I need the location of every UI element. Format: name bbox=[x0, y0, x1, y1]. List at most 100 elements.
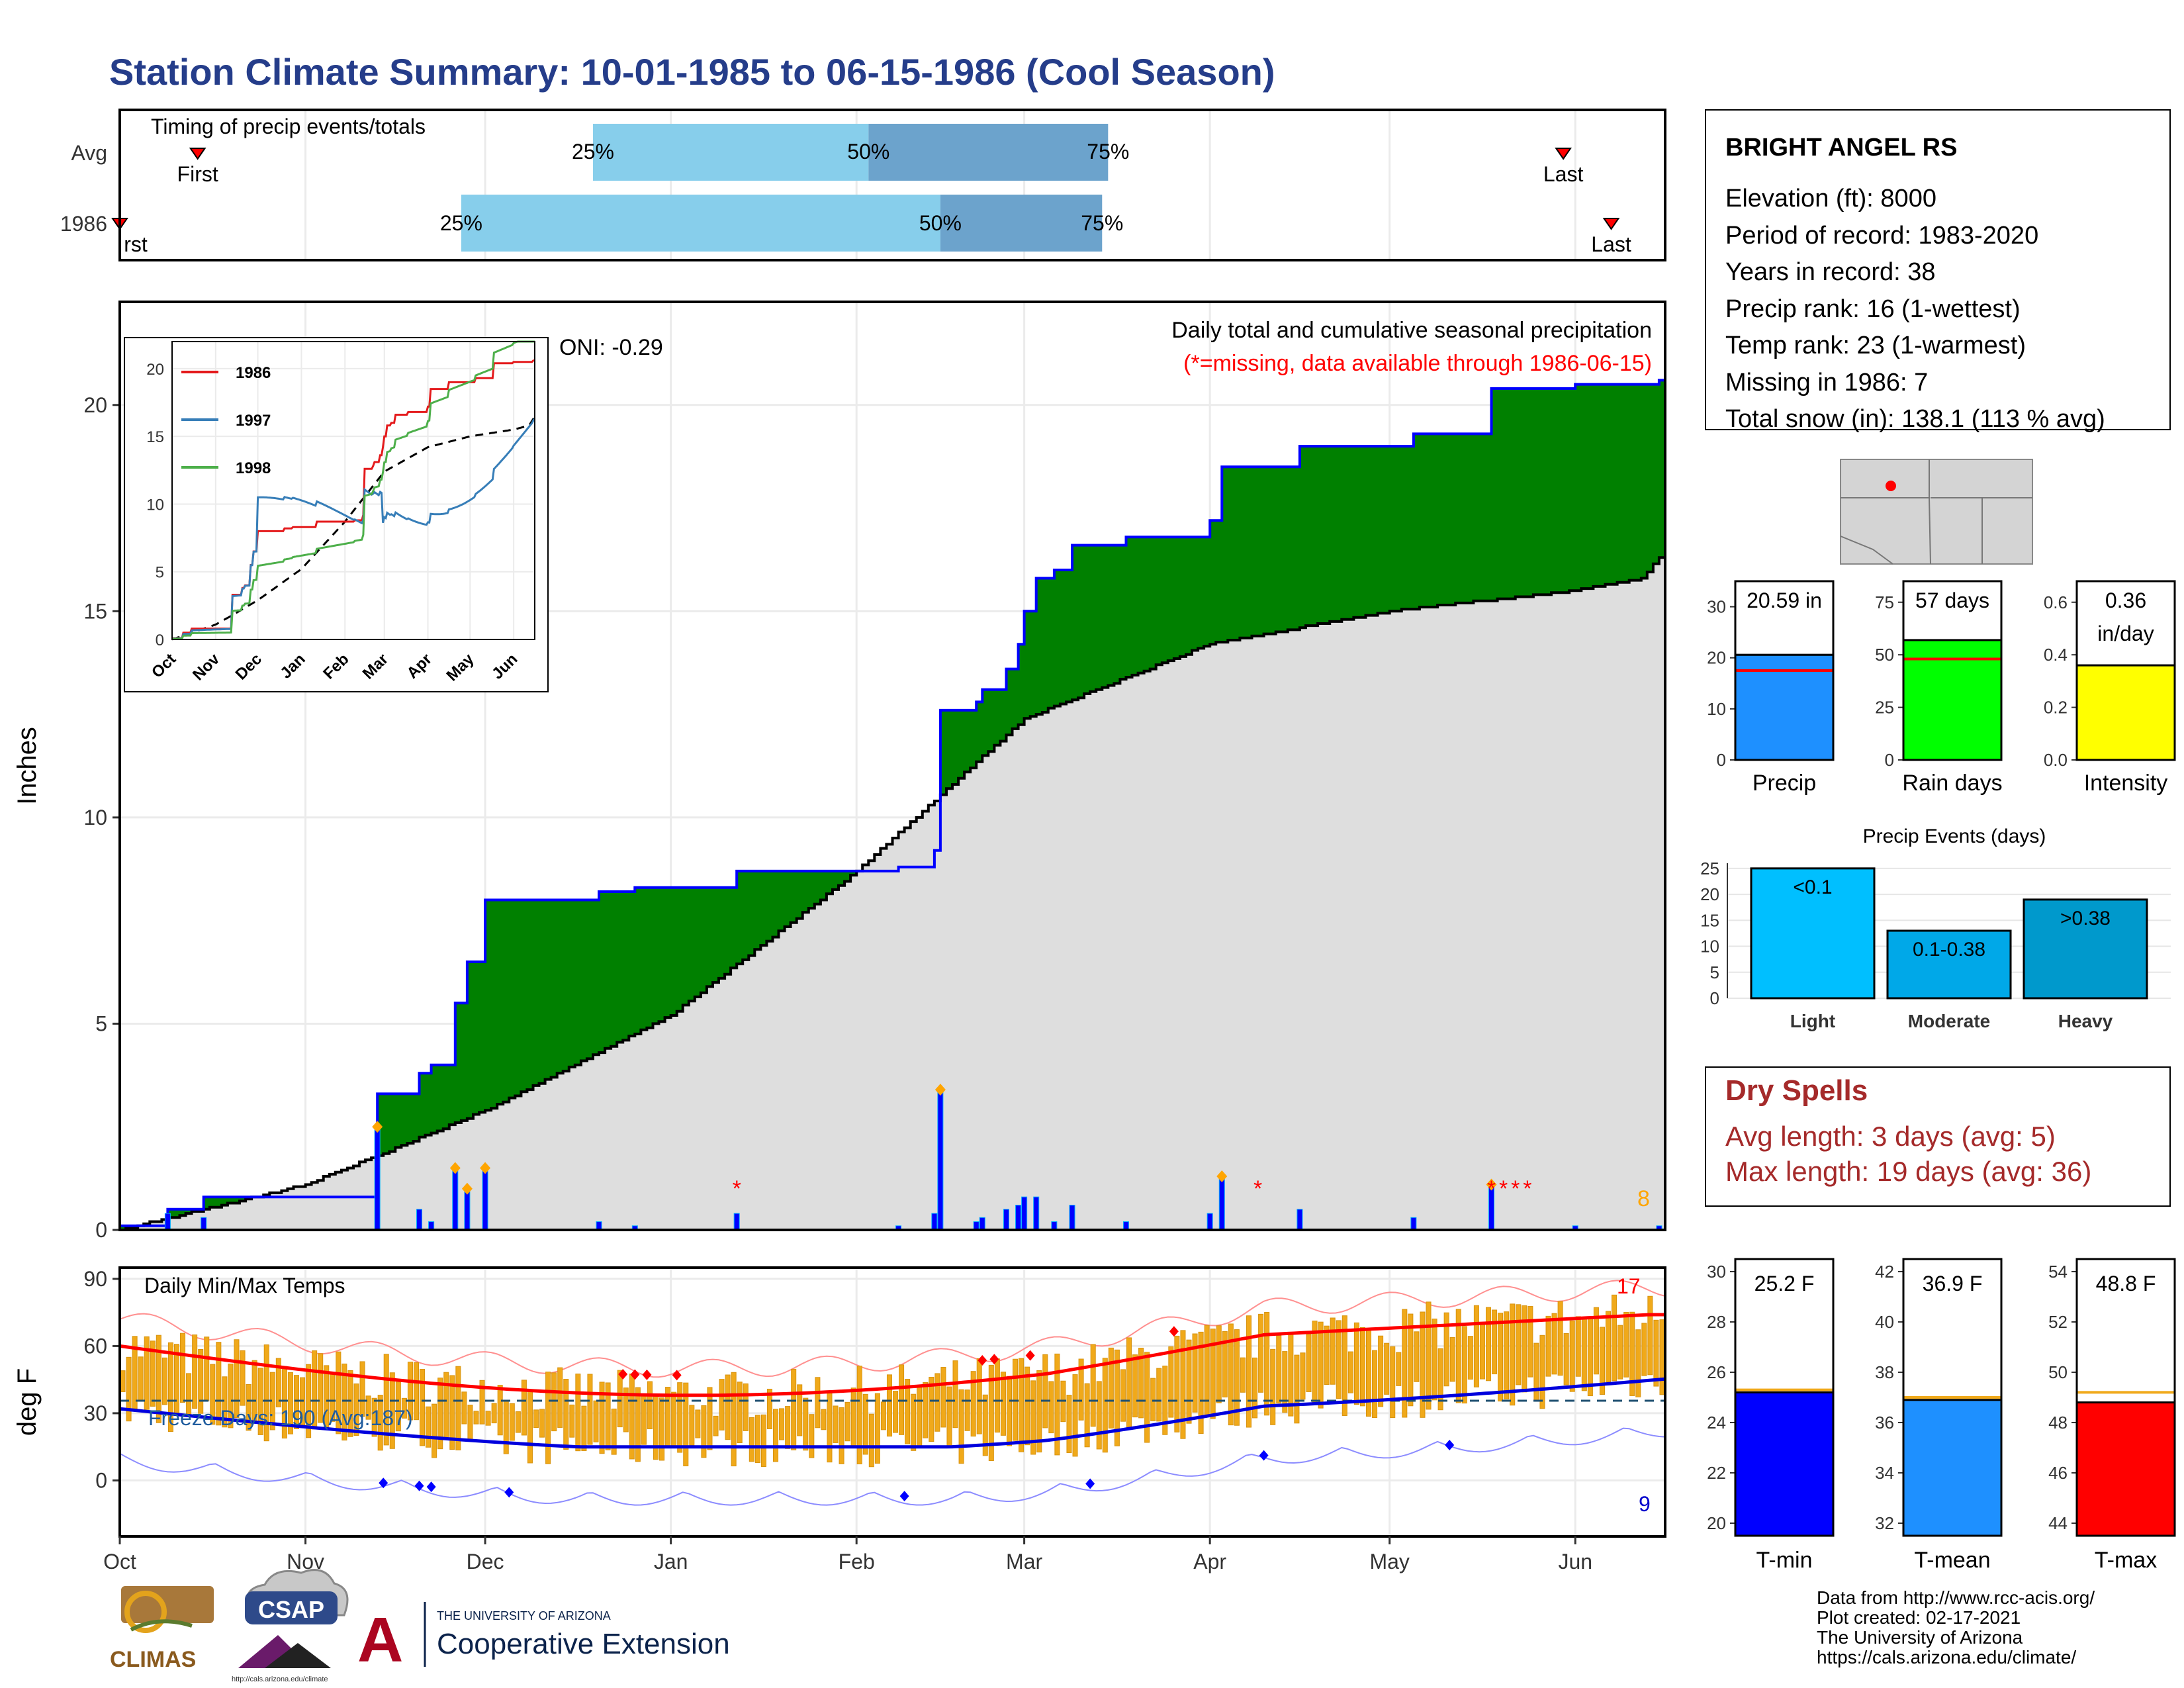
daily-temp-bar bbox=[647, 1381, 653, 1430]
daily-temp-bar bbox=[994, 1358, 1000, 1433]
temp-summary-tick-label: 54 bbox=[2048, 1262, 2068, 1282]
daily-temp-bar bbox=[917, 1385, 923, 1448]
station-location-marker bbox=[1886, 481, 1896, 491]
temp-summary-value: 36.9 F bbox=[1923, 1272, 1983, 1295]
temp-summary-value: 48.8 F bbox=[2096, 1272, 2156, 1295]
daily-temp-bar bbox=[749, 1417, 754, 1462]
summary-bar-tick-label: 10 bbox=[1707, 699, 1726, 719]
timing-first-marker bbox=[189, 148, 206, 160]
precip-daily-bar bbox=[374, 1126, 381, 1231]
daily-temp-bar bbox=[1504, 1311, 1510, 1400]
daily-temp-bar bbox=[1126, 1337, 1132, 1428]
inset-ytick-label: 10 bbox=[146, 496, 164, 514]
daily-temp-bar bbox=[192, 1335, 198, 1409]
daily-temp-bar bbox=[426, 1406, 432, 1448]
daily-temp-bar bbox=[377, 1395, 383, 1451]
timing-q1-avg bbox=[592, 124, 869, 181]
daily-temp-bar bbox=[1186, 1339, 1192, 1424]
daily-temp-bar bbox=[772, 1409, 779, 1462]
temp-summary-tick-label: 38 bbox=[1875, 1362, 1894, 1382]
tmin-average-line bbox=[119, 1377, 1666, 1449]
daily-temp-bar bbox=[1365, 1329, 1372, 1417]
precip-daily-bar bbox=[164, 1213, 171, 1231]
inset-ytick-label: 20 bbox=[146, 361, 164, 379]
precip-daily-bar bbox=[1206, 1213, 1213, 1231]
precip-daily-bar bbox=[733, 1213, 740, 1231]
precip-daily-bar bbox=[464, 1188, 471, 1231]
timing-panel: 25% 50% 75% First Last 25% 50% 75% rst Last Timin… bbox=[60, 109, 1666, 261]
station-name: BRIGHT ANGEL RS bbox=[1725, 134, 1957, 162]
daily-temp-bar bbox=[683, 1382, 689, 1467]
summary-bar-tick-label: 0 bbox=[1717, 750, 1726, 770]
daily-temp-bar bbox=[557, 1367, 563, 1428]
temp-summary-frame bbox=[1734, 1258, 1835, 1537]
month-label: Jan bbox=[654, 1550, 688, 1573]
events-bar-label: <0.1 bbox=[1793, 876, 1832, 898]
daily-temp-bar bbox=[1222, 1331, 1228, 1397]
daily-temp-bar bbox=[1372, 1350, 1378, 1419]
inset-series-line bbox=[172, 359, 535, 639]
daily-temp-bar bbox=[1030, 1380, 1036, 1455]
precip-daily-bar bbox=[416, 1209, 423, 1231]
events-title: Precip Events (days) bbox=[1863, 825, 2046, 847]
credit-institution: The University of Arizona bbox=[1817, 1627, 2023, 1648]
daily-temp-bar bbox=[1599, 1327, 1605, 1395]
daily-temp-bar bbox=[521, 1380, 527, 1436]
precip-snow-marker bbox=[461, 1182, 473, 1195]
timing-last-marker bbox=[1602, 218, 1620, 230]
daily-temp-bar bbox=[407, 1362, 413, 1421]
daily-temp-bar bbox=[1617, 1325, 1623, 1380]
daily-temp-bar bbox=[515, 1411, 521, 1433]
daily-temp-bar bbox=[1575, 1316, 1581, 1377]
daily-temp-bar bbox=[821, 1409, 827, 1430]
temp-summary-name: T-min bbox=[1756, 1548, 1813, 1573]
timing-pct-50: 50% bbox=[919, 211, 962, 235]
record-high-marker bbox=[630, 1369, 640, 1380]
events-category-label: Heavy bbox=[2058, 1011, 2113, 1031]
ua-block-a: A bbox=[357, 1605, 403, 1675]
summary-bar-tick-label: 0.0 bbox=[2044, 750, 2068, 770]
daily-temp-bar bbox=[623, 1387, 629, 1432]
daily-temp-bar bbox=[1473, 1305, 1479, 1387]
daily-temp-bar bbox=[785, 1406, 791, 1449]
summary-bar-frame bbox=[1902, 580, 2003, 761]
temp-summary-tick-label: 42 bbox=[1875, 1262, 1894, 1282]
precip-daily-bar bbox=[452, 1168, 459, 1231]
events-ytick-label: 10 bbox=[1700, 937, 1719, 957]
temp-summary-tick-label: 30 bbox=[1707, 1262, 1726, 1282]
daily-temp-bar bbox=[641, 1394, 647, 1445]
daily-temp-bar bbox=[1545, 1315, 1551, 1377]
precip-annotation: Daily total and cumulative seasonal prec… bbox=[1171, 318, 1652, 343]
credit-url: https://cals.arizona.edu/climate/ bbox=[1817, 1647, 2076, 1667]
events-bar bbox=[2023, 898, 2148, 1000]
daily-temp-bar bbox=[1246, 1315, 1252, 1428]
record-low-marker bbox=[1445, 1440, 1455, 1451]
daily-temp-bar bbox=[1072, 1374, 1078, 1457]
missing-day-marker: * bbox=[1511, 1176, 1520, 1201]
temp-summary-tick-label: 50 bbox=[2048, 1362, 2068, 1382]
temp-ytick-label: 0 bbox=[95, 1468, 107, 1492]
timing-first-label: rst bbox=[124, 232, 148, 256]
events-ytick-label: 0 bbox=[1710, 988, 1719, 1008]
daily-temp-bar bbox=[527, 1389, 533, 1464]
daily-temp-bar bbox=[461, 1391, 467, 1425]
record-low-marker bbox=[426, 1481, 436, 1493]
daily-temp-bar bbox=[1467, 1336, 1473, 1380]
daily-temp-bar bbox=[1210, 1329, 1216, 1419]
daily-temp-bar bbox=[1557, 1301, 1563, 1376]
temp-summary-bar-tmin bbox=[1734, 1391, 1835, 1537]
tmax-record-line bbox=[119, 1280, 1666, 1378]
timing-pct-25: 25% bbox=[572, 140, 614, 164]
precip-ytick-label: 10 bbox=[83, 806, 107, 829]
daily-temp-bar bbox=[1563, 1333, 1569, 1385]
daily-temp-bar bbox=[617, 1370, 623, 1428]
daily-temp-bar bbox=[1216, 1325, 1222, 1403]
daily-temp-bar bbox=[653, 1395, 659, 1460]
daily-temp-bar bbox=[964, 1389, 970, 1431]
daily-temp-bar bbox=[437, 1378, 443, 1450]
daily-temp-bar bbox=[1276, 1335, 1282, 1404]
daily-temp-bar bbox=[1498, 1313, 1504, 1402]
daily-temp-bar bbox=[850, 1387, 856, 1448]
tmin-record-line bbox=[119, 1427, 1666, 1506]
events-category-label: Moderate bbox=[1908, 1011, 1990, 1031]
